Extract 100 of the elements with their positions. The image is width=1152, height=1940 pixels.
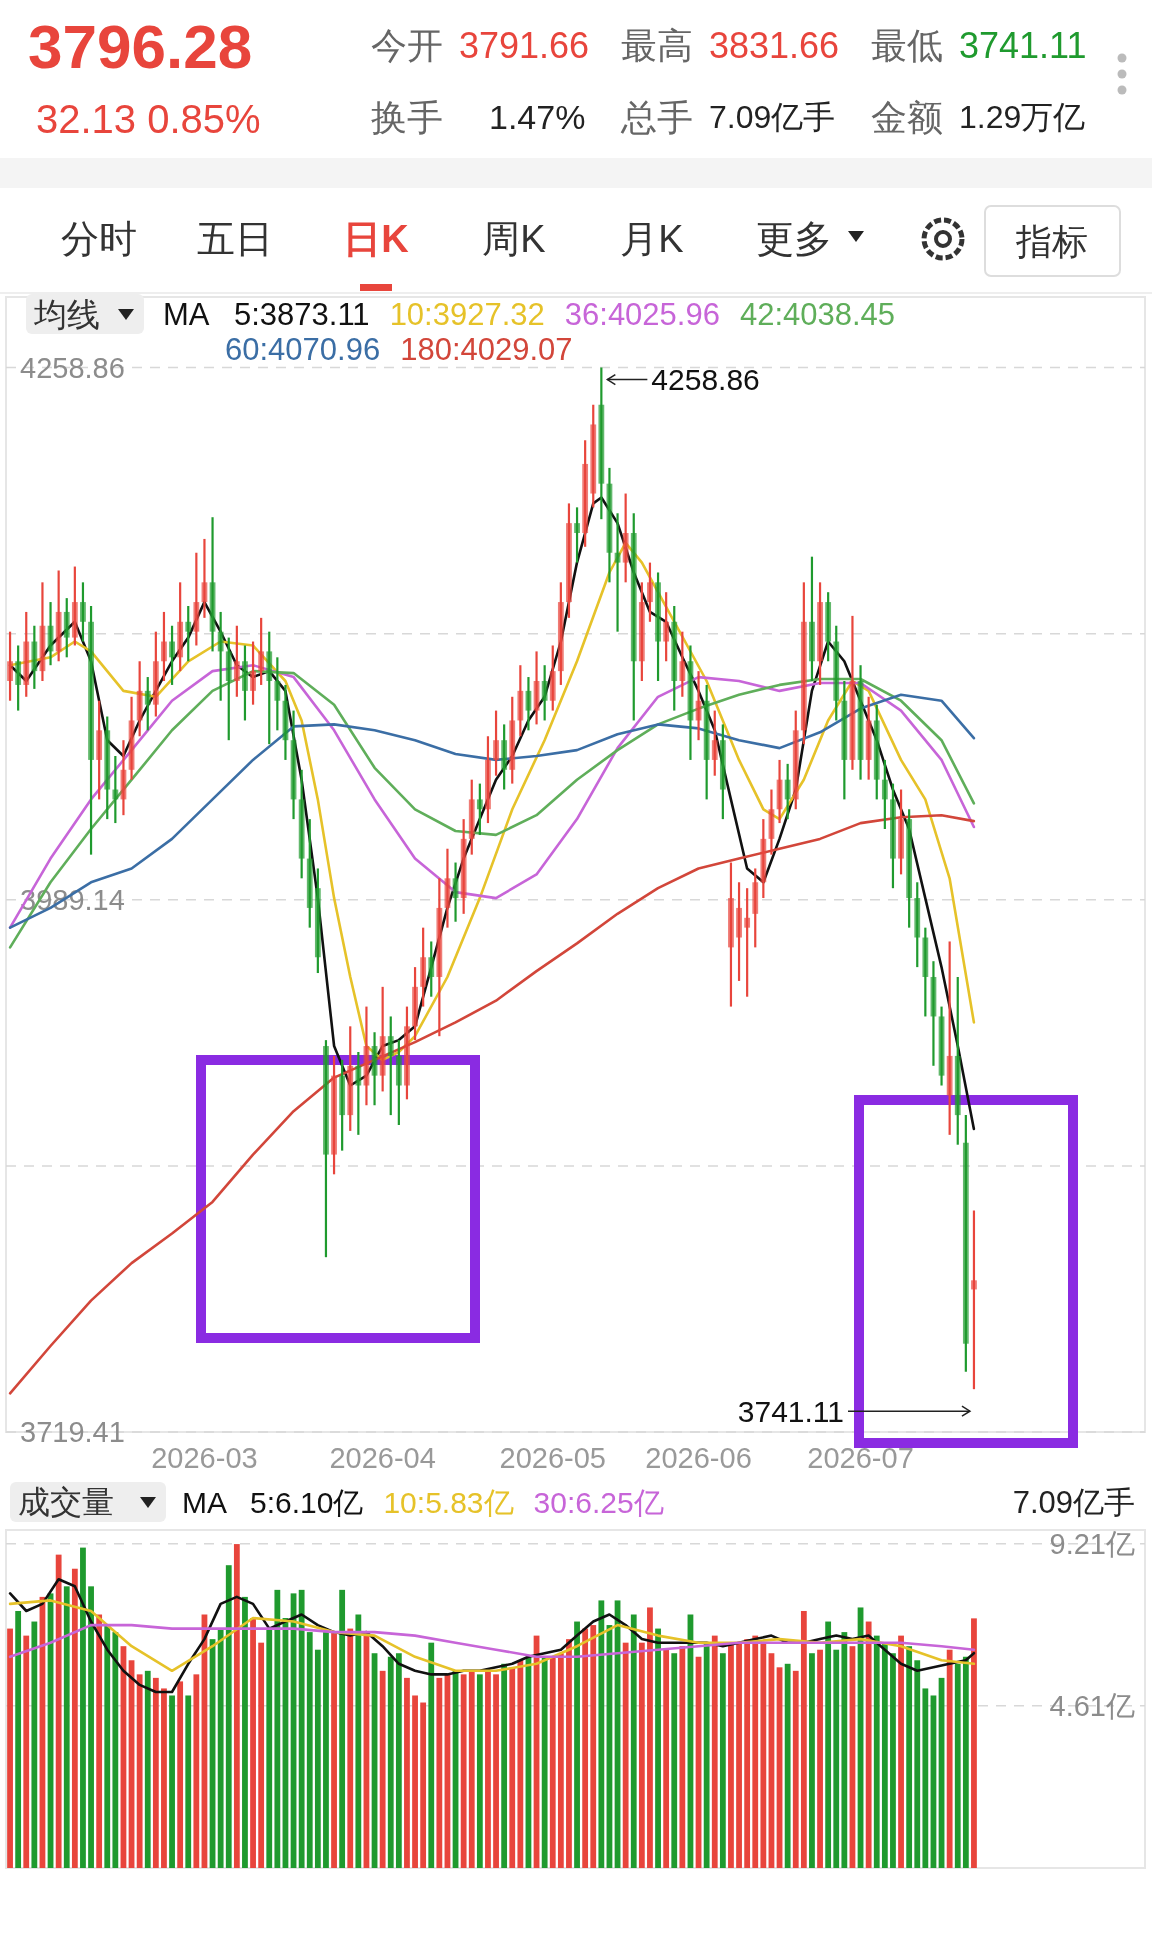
text: 日K <box>343 218 410 260</box>
bar <box>865 1621 872 1868</box>
bar <box>873 1635 880 1868</box>
bar <box>428 1642 435 1868</box>
candlestick <box>784 762 791 821</box>
text: 3796.28 <box>28 11 253 81</box>
candlestick <box>971 1209 977 1391</box>
bar <box>582 1628 589 1868</box>
bar <box>395 1653 402 1868</box>
candlestick <box>185 604 192 663</box>
text: 32.13 0.85% <box>36 97 261 141</box>
bar <box>728 1642 734 1868</box>
bar <box>314 1649 321 1868</box>
bar <box>298 1589 305 1868</box>
bar <box>736 1642 742 1868</box>
candlestick <box>274 656 281 732</box>
text: 42:4038.45 <box>739 296 896 332</box>
bar <box>906 1646 913 1868</box>
bar <box>136 1674 143 1868</box>
bar <box>250 1618 256 1868</box>
legend-title: MA <box>182 1485 227 1519</box>
bar <box>460 1674 467 1868</box>
bar <box>881 1642 888 1868</box>
text: 3791.66 <box>459 24 590 66</box>
text: 金额 <box>871 96 943 138</box>
bar <box>15 1610 22 1868</box>
bar <box>233 1544 240 1868</box>
bar <box>679 1646 686 1868</box>
candlestick <box>355 1050 362 1136</box>
candlestick <box>574 506 580 564</box>
bar <box>566 1639 572 1868</box>
candlestick <box>541 664 548 722</box>
text: 1.29万亿 <box>959 99 1086 135</box>
candlestick <box>387 1015 394 1117</box>
bar <box>404 1677 410 1869</box>
bar <box>517 1660 524 1868</box>
bar <box>784 1663 791 1868</box>
bar <box>817 1649 823 1868</box>
bar <box>177 1681 184 1868</box>
x-tick-label: 2026-06 <box>645 1442 752 1474</box>
bar <box>622 1642 629 1868</box>
x-tick-label: 2026-03 <box>151 1442 258 1474</box>
text: 周K <box>482 218 546 260</box>
bar <box>638 1642 645 1868</box>
bar <box>493 1674 499 1868</box>
candlestick <box>493 709 499 777</box>
bar <box>152 1677 159 1869</box>
candlestick <box>663 591 670 663</box>
bar <box>671 1653 678 1868</box>
bar <box>31 1621 38 1868</box>
bar <box>161 1688 167 1868</box>
y-tick-label: 9.21亿 <box>1049 1527 1135 1560</box>
text: 7.09亿手 <box>709 99 836 135</box>
y-tick-label: 4258.86 <box>20 351 125 384</box>
bar <box>809 1653 815 1868</box>
bar <box>501 1663 508 1868</box>
y-tick-label: 4.61亿 <box>1049 1689 1135 1722</box>
bar <box>630 1614 637 1868</box>
text: 10:5.83亿 <box>383 1485 514 1519</box>
bar <box>436 1677 443 1869</box>
bar <box>80 1547 86 1868</box>
bar <box>379 1670 386 1868</box>
bar <box>225 1565 232 1868</box>
bar <box>104 1625 111 1868</box>
text: 分时 <box>61 218 137 260</box>
bar <box>355 1614 362 1868</box>
candlestick <box>647 561 653 623</box>
bar <box>71 1568 78 1868</box>
bar <box>841 1632 848 1868</box>
bar <box>509 1667 516 1868</box>
text: 1.47% <box>489 98 586 136</box>
bar <box>922 1688 929 1868</box>
bar <box>55 1554 62 1868</box>
bar <box>557 1653 564 1868</box>
candlestick <box>258 616 265 687</box>
bar <box>574 1621 580 1868</box>
bar <box>752 1635 759 1868</box>
bar <box>647 1607 653 1868</box>
text: 3831.66 <box>709 24 840 66</box>
bar <box>323 1632 329 1868</box>
bar <box>331 1632 337 1868</box>
bar <box>744 1639 751 1868</box>
text: 3741.11 <box>959 24 1087 66</box>
bar <box>468 1670 475 1868</box>
candlestick <box>881 758 888 831</box>
bar <box>347 1628 354 1868</box>
bar <box>242 1596 248 1868</box>
bar <box>549 1656 556 1868</box>
candlestick <box>250 640 256 706</box>
text: 60:4070.96 <box>225 331 381 367</box>
bar <box>825 1621 832 1868</box>
text: 最低 <box>871 24 943 66</box>
text: 换手 <box>371 96 443 138</box>
text: 10:3927.32 <box>389 296 545 332</box>
candlestick <box>161 610 167 683</box>
bar <box>800 1610 807 1868</box>
annotation: 3741.11 <box>737 1394 844 1428</box>
candlestick <box>112 754 119 825</box>
text: 7.09亿手 <box>1012 1484 1135 1520</box>
bar <box>541 1656 548 1868</box>
